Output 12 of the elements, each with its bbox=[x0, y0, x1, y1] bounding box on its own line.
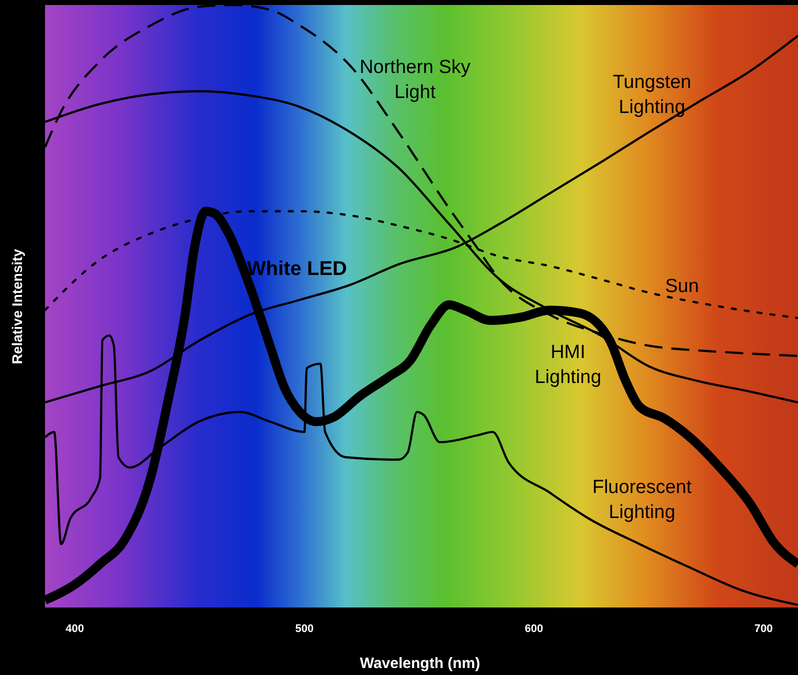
y-axis-title: Relative Intensity bbox=[9, 248, 25, 364]
series-label: Fluorescent Lighting bbox=[592, 477, 692, 523]
series-label: Tungsten Lighting bbox=[612, 72, 692, 118]
series-label: HMI Lighting bbox=[534, 342, 602, 388]
x-tick-label: 400 bbox=[66, 623, 84, 635]
series-label: White LED bbox=[247, 258, 347, 280]
x-tick-label: 700 bbox=[754, 623, 773, 635]
x-axis-title: Wavelength (nm) bbox=[360, 655, 480, 672]
series-label: Sun bbox=[665, 276, 699, 297]
x-tick-label: 500 bbox=[295, 623, 314, 635]
series-label: Northern Sky Light bbox=[360, 57, 471, 103]
x-tick-label: 600 bbox=[524, 623, 544, 635]
